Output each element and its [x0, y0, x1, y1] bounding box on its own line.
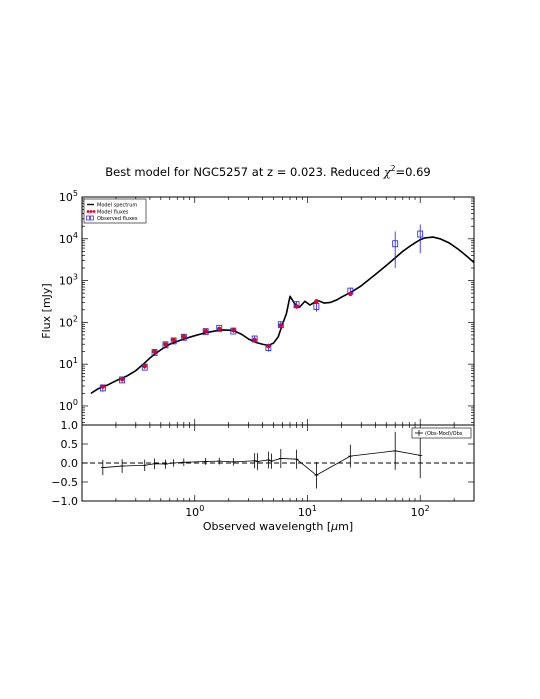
chart-title: Best model for NGC5257 at z = 0.023. Red…: [105, 164, 430, 179]
x-tick-label: 102: [411, 504, 430, 519]
residual-legend-frame: [411, 427, 472, 439]
model-flux-point: [142, 363, 147, 369]
residual-legend-label: (Obs-Mod)/Obs: [425, 431, 463, 437]
legend-box-swatch: [86, 215, 90, 221]
y-tick-label: 105: [59, 189, 78, 204]
model-flux-point: [252, 337, 257, 343]
x-tick-label: 100: [185, 504, 204, 519]
observed-flux-marker: [392, 240, 399, 248]
residual-y-tick-label: −0.5: [51, 476, 78, 489]
residual-series: [82, 431, 474, 489]
residual-y-tick-label: 0.0: [61, 457, 79, 470]
residual-y-tick-label: −1.0: [51, 495, 78, 508]
model-spectrum-line: [90, 236, 474, 395]
legend-label-model-fluxes: Model fluxes: [97, 210, 129, 216]
x-tick-label: 101: [298, 504, 317, 519]
legend-box-swatch: [90, 215, 94, 221]
y-tick-label: 102: [59, 314, 78, 329]
sed-axis-ticks: 100 101 102 103 104 105: [59, 189, 475, 425]
legend-dot-swatch: [92, 210, 96, 213]
residual-legend: (Obs-Mod)/Obs: [411, 427, 472, 439]
model-flux-point: [278, 323, 284, 328]
y-tick-label: 103: [59, 273, 78, 288]
observed-flux-marker: [417, 230, 424, 238]
model-flux-point: [294, 304, 299, 309]
legend-dot-swatch: [89, 210, 93, 213]
observed-flux-marker: [277, 321, 284, 329]
observed-flux-marker: [162, 341, 169, 349]
sed-plot-frame: [81, 196, 475, 426]
sed-legend: Model spectrum Model fluxes Observed flu…: [83, 198, 147, 224]
residual-panel: 100 101 102 1.0 0.5 0.0 −0.5 −1.0 (Obs-Mod)/Obs…: [51, 419, 475, 533]
y-tick-label: 101: [59, 356, 78, 371]
sed-panel: 100 101 102 103 104 105 Flux [mJy] Model spec…: [40, 189, 475, 426]
model-flux-point: [314, 299, 319, 304]
residual-axis-ticks: 100 101 102 1.0 0.5 0.0 −0.5 −1.0: [51, 419, 475, 519]
model-flux-point: [171, 337, 176, 343]
y-axis-label: Flux [mJy]: [40, 283, 53, 338]
observed-flux-marker: [313, 303, 320, 310]
sed-series: [90, 224, 474, 395]
model-flux-point: [100, 384, 106, 389]
y-tick-label: 104: [59, 231, 78, 246]
y-tick-label: 100: [59, 398, 78, 413]
model-flux-point: [119, 376, 125, 382]
residual-y-tick-label: 1.0: [61, 419, 79, 432]
model-flux-point: [266, 343, 271, 349]
model-flux-point: [231, 327, 236, 333]
observed-flux-marker: [216, 324, 223, 332]
legend-label-model-spectrum: Model spectrum: [97, 203, 137, 209]
model-flux-point: [152, 349, 157, 354]
model-flux-point: [203, 328, 208, 333]
x-axis-label: Observed wavelength [μm]: [203, 520, 353, 533]
model-flux-point: [217, 326, 222, 332]
model-flux-point: [163, 342, 168, 347]
legend-dot-swatch: [86, 210, 90, 213]
model-flux-point: [181, 334, 187, 339]
residual-y-tick-label: 0.5: [61, 438, 79, 451]
model-flux-point: [348, 291, 353, 297]
legend-label-observed-fluxes: Observed fluxes: [97, 216, 138, 222]
